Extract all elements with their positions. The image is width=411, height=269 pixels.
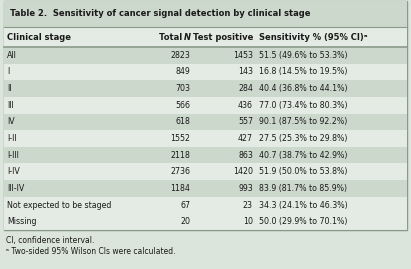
Bar — [4, 97, 143, 114]
Bar — [256, 164, 407, 180]
Text: I: I — [7, 68, 9, 76]
Bar — [143, 97, 194, 114]
Text: 51.9 (50.0% to 53.8%): 51.9 (50.0% to 53.8%) — [259, 167, 347, 176]
Bar — [4, 27, 407, 47]
Text: 77.0 (73.4% to 80.3%): 77.0 (73.4% to 80.3%) — [259, 101, 347, 110]
Text: 10: 10 — [243, 217, 253, 226]
Text: Sensitivity % (95% CI)ᵃ: Sensitivity % (95% CI)ᵃ — [259, 33, 367, 41]
Bar — [4, 164, 143, 180]
Text: 51.5 (49.6% to 53.3%): 51.5 (49.6% to 53.3%) — [259, 51, 347, 60]
Bar — [256, 80, 407, 97]
Text: 40.4 (36.8% to 44.1%): 40.4 (36.8% to 44.1%) — [259, 84, 347, 93]
Bar — [194, 64, 256, 80]
Bar — [194, 180, 256, 197]
Bar — [256, 147, 407, 164]
Text: N: N — [183, 33, 190, 41]
Text: 1184: 1184 — [171, 184, 190, 193]
Text: 90.1 (87.5% to 92.2%): 90.1 (87.5% to 92.2%) — [259, 117, 347, 126]
Text: 34.3 (24.1% to 46.3%): 34.3 (24.1% to 46.3%) — [259, 201, 347, 210]
Text: 143: 143 — [238, 68, 253, 76]
Bar — [4, 1, 407, 230]
Text: 427: 427 — [238, 134, 253, 143]
Bar — [4, 1, 407, 27]
Text: 23: 23 — [243, 201, 253, 210]
Bar — [143, 80, 194, 97]
Text: 40.7 (38.7% to 42.9%): 40.7 (38.7% to 42.9%) — [259, 151, 347, 160]
Bar — [143, 147, 194, 164]
Text: 20: 20 — [180, 217, 190, 226]
Bar — [143, 213, 194, 230]
Bar — [256, 97, 407, 114]
Bar — [143, 164, 194, 180]
Text: 2118: 2118 — [171, 151, 190, 160]
Text: ᵃ Two-sided 95% Wilson CIs were calculated.: ᵃ Two-sided 95% Wilson CIs were calculat… — [6, 246, 175, 256]
Text: CI, confidence interval.: CI, confidence interval. — [6, 236, 95, 246]
Text: 1420: 1420 — [233, 167, 253, 176]
Bar — [4, 114, 143, 130]
Bar — [256, 64, 407, 80]
Bar — [4, 47, 143, 64]
Text: I-III: I-III — [7, 151, 19, 160]
Bar — [143, 130, 194, 147]
Bar — [4, 180, 143, 197]
Bar — [194, 197, 256, 213]
Bar — [256, 197, 407, 213]
Bar — [143, 197, 194, 213]
Bar — [4, 147, 143, 164]
Text: 83.9 (81.7% to 85.9%): 83.9 (81.7% to 85.9%) — [259, 184, 347, 193]
Text: Test positive: Test positive — [192, 33, 253, 41]
Text: 27.5 (25.3% to 29.8%): 27.5 (25.3% to 29.8%) — [259, 134, 347, 143]
Bar — [256, 114, 407, 130]
Bar — [143, 64, 194, 80]
Text: Total: Total — [159, 33, 185, 41]
Text: 566: 566 — [175, 101, 190, 110]
Text: 849: 849 — [175, 68, 190, 76]
Bar — [194, 213, 256, 230]
Text: III: III — [7, 101, 14, 110]
Text: 557: 557 — [238, 117, 253, 126]
Text: IV: IV — [7, 117, 15, 126]
Bar — [256, 47, 407, 64]
Text: 16.8 (14.5% to 19.5%): 16.8 (14.5% to 19.5%) — [259, 68, 347, 76]
Bar — [194, 147, 256, 164]
Text: All: All — [7, 51, 17, 60]
Bar — [143, 180, 194, 197]
Bar — [194, 47, 256, 64]
Text: 618: 618 — [175, 117, 190, 126]
Bar — [256, 213, 407, 230]
Text: 993: 993 — [238, 184, 253, 193]
Text: 50.0 (29.9% to 70.1%): 50.0 (29.9% to 70.1%) — [259, 217, 347, 226]
Bar — [143, 114, 194, 130]
Text: I-IV: I-IV — [7, 167, 20, 176]
Text: 703: 703 — [175, 84, 190, 93]
Bar — [194, 130, 256, 147]
Text: II: II — [7, 84, 12, 93]
Text: 2823: 2823 — [171, 51, 190, 60]
Text: 2736: 2736 — [171, 167, 190, 176]
Bar — [4, 213, 143, 230]
Text: 67: 67 — [180, 201, 190, 210]
Bar — [143, 47, 194, 64]
Text: I-II: I-II — [7, 134, 16, 143]
Bar — [194, 164, 256, 180]
Bar — [4, 130, 143, 147]
Bar — [4, 80, 143, 97]
Text: 1552: 1552 — [171, 134, 190, 143]
Text: Not expected to be staged: Not expected to be staged — [7, 201, 111, 210]
Text: 863: 863 — [238, 151, 253, 160]
Text: Table 2.  Sensitivity of cancer signal detection by clinical stage: Table 2. Sensitivity of cancer signal de… — [10, 9, 310, 19]
Bar — [256, 180, 407, 197]
Text: 436: 436 — [238, 101, 253, 110]
Bar — [194, 97, 256, 114]
Bar — [4, 197, 143, 213]
Bar — [4, 64, 143, 80]
Bar — [194, 114, 256, 130]
Text: 1453: 1453 — [233, 51, 253, 60]
Bar — [256, 130, 407, 147]
Text: III-IV: III-IV — [7, 184, 24, 193]
Bar — [194, 80, 256, 97]
Text: Missing: Missing — [7, 217, 37, 226]
Text: Clinical stage: Clinical stage — [7, 33, 71, 41]
Text: 284: 284 — [238, 84, 253, 93]
